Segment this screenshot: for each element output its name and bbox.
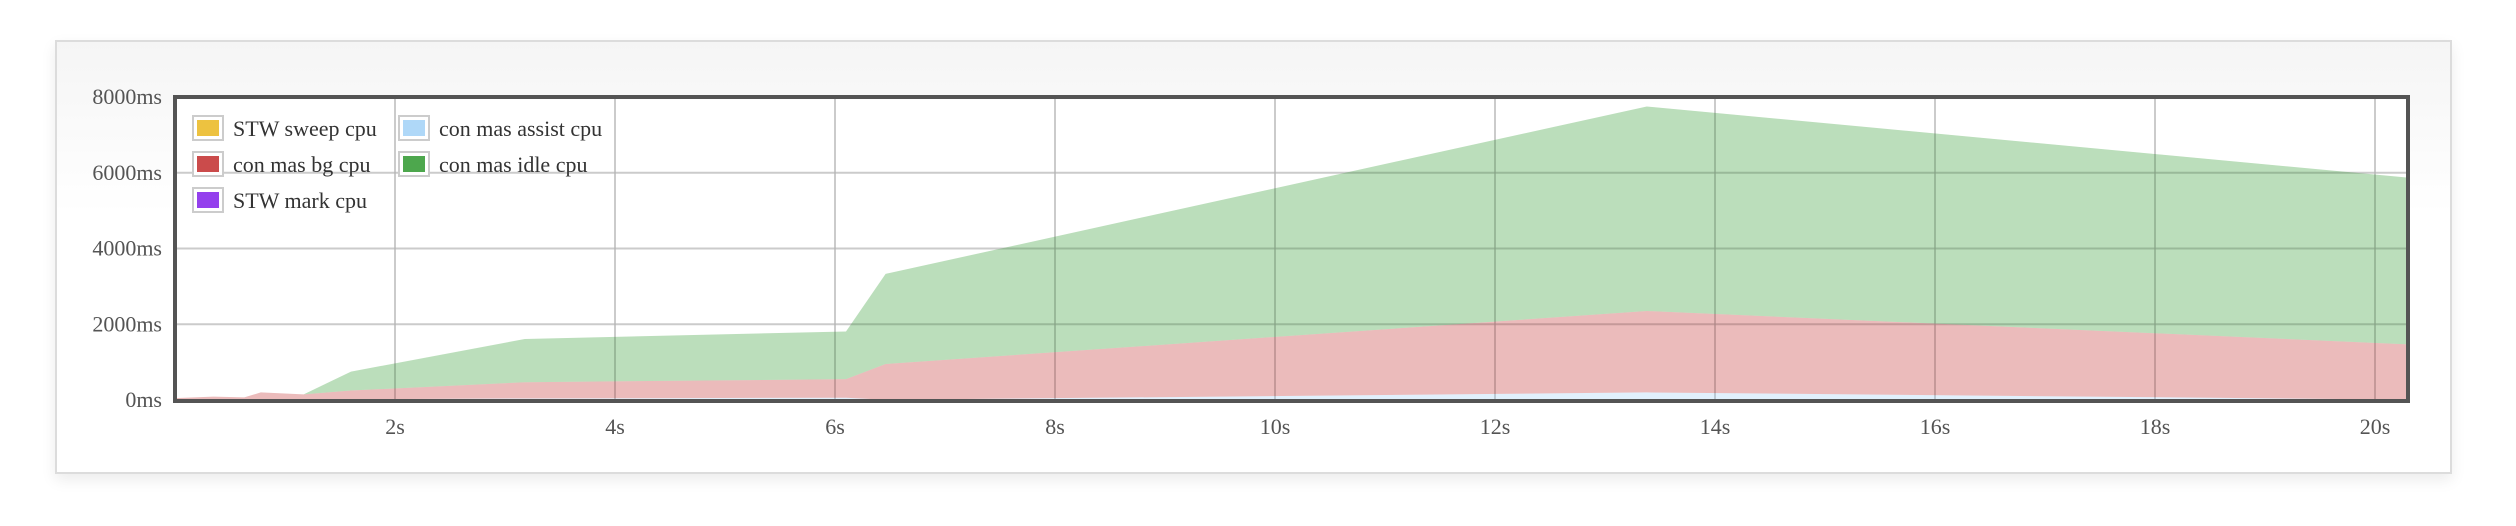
x-tick-label: 6s xyxy=(825,414,845,439)
x-tick-label: 10s xyxy=(1260,414,1291,439)
legend-swatch xyxy=(197,120,219,136)
legend-item[interactable]: STW sweep cpu xyxy=(192,115,377,141)
y-tick-label: 2000ms xyxy=(92,311,162,336)
legend-swatch xyxy=(403,156,425,172)
x-tick-label: 12s xyxy=(1480,414,1511,439)
plot-frame xyxy=(173,95,2410,403)
x-tick-label: 20s xyxy=(2360,414,2391,439)
y-tick-label: 0ms xyxy=(125,387,162,412)
legend-item[interactable]: con mas assist cpu xyxy=(398,115,602,141)
y-tick-label: 6000ms xyxy=(92,160,162,185)
legend-label: con mas assist cpu xyxy=(439,116,602,141)
legend-label: con mas idle cpu xyxy=(439,152,587,177)
legend-item[interactable]: con mas bg cpu xyxy=(192,151,370,177)
y-axis: 0ms 2000ms 4000ms 6000ms 8000ms xyxy=(92,84,162,412)
y-tick-label: 8000ms xyxy=(92,84,162,109)
area-con-mas-bg-cpu xyxy=(175,310,2408,400)
legend-swatch xyxy=(197,192,219,208)
legend: STW sweep cpu con mas assist cpu con mas b… xyxy=(192,115,602,213)
legend-item[interactable]: con mas idle cpu xyxy=(398,151,587,177)
area-con-mas-assist-cpu xyxy=(175,392,2408,400)
x-tick-label: 2s xyxy=(385,414,405,439)
legend-label: STW sweep cpu xyxy=(233,116,377,141)
x-tick-label: 14s xyxy=(1700,414,1731,439)
x-tick-label: 18s xyxy=(2140,414,2171,439)
legend-swatch xyxy=(197,156,219,172)
areas xyxy=(175,96,2408,401)
x-axis: 2s 4s 6s 8s 10s 12s 14s 16s 18s 20s xyxy=(385,414,2390,439)
legend-label: con mas bg cpu xyxy=(233,152,370,177)
legend-swatch xyxy=(403,120,425,136)
legend-label: STW mark cpu xyxy=(233,188,367,213)
x-tick-label: 4s xyxy=(605,414,625,439)
grid xyxy=(175,96,2408,401)
y-tick-label: 4000ms xyxy=(92,236,162,261)
area-con-mas-idle-cpu xyxy=(175,106,2408,399)
legend-item[interactable]: STW mark cpu xyxy=(192,187,367,213)
x-tick-label: 16s xyxy=(1920,414,1951,439)
x-tick-label: 8s xyxy=(1045,414,1065,439)
